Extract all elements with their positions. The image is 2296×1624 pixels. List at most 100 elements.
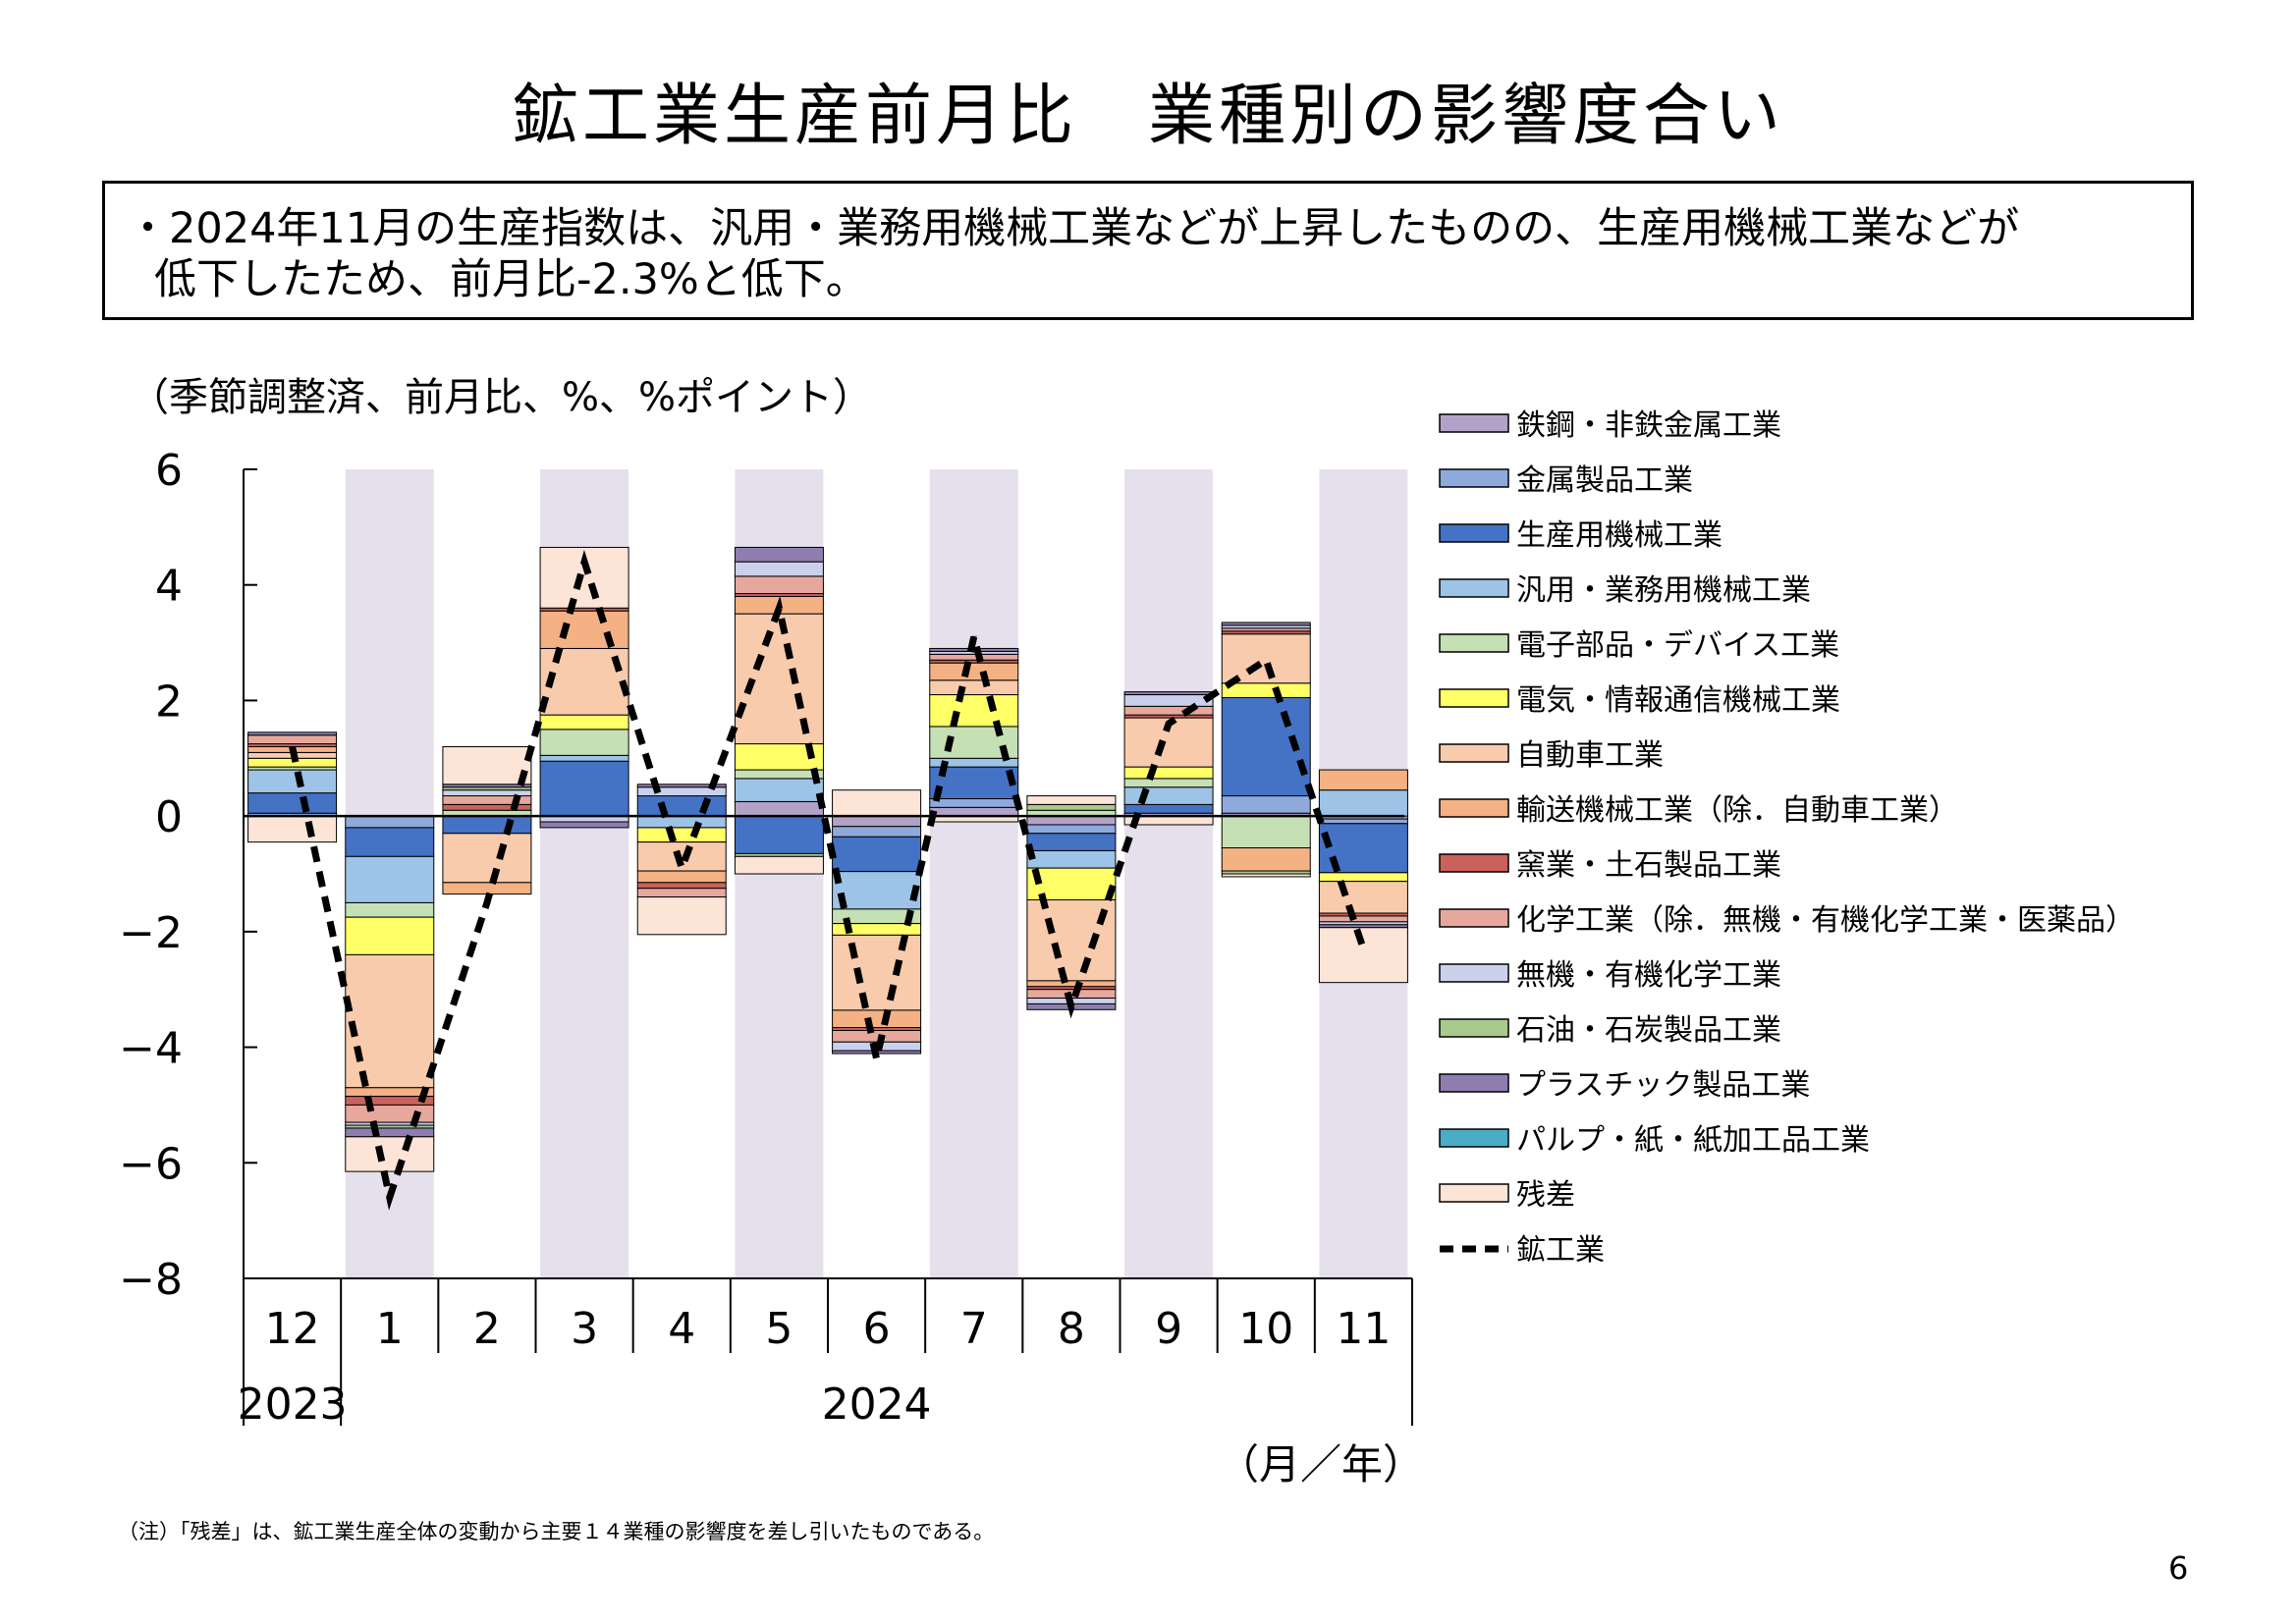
year-label-2023: 2023 — [238, 1380, 348, 1430]
bar-segment — [734, 613, 824, 745]
bar-segment — [734, 769, 824, 780]
summary-box: ・2024年11月の生産指数は、汎用・業務用機械工業などが上昇したものの、生産用… — [102, 181, 2194, 320]
bar-segment — [1318, 769, 1408, 791]
bar-segment — [734, 778, 824, 802]
bar-segment — [636, 841, 727, 872]
y-tick-label: −8 — [119, 1255, 183, 1305]
bar-segment — [1026, 824, 1117, 835]
bar-segment — [636, 888, 727, 898]
x-tick-label: 5 — [765, 1304, 793, 1354]
x-tick-label: 4 — [668, 1304, 695, 1354]
bar-segment — [929, 797, 1019, 808]
bar-segment — [345, 1127, 435, 1138]
bar-segment — [1026, 803, 1117, 811]
bar-segment — [1221, 633, 1311, 684]
y-tick-label: 4 — [155, 562, 183, 612]
bar-segment — [734, 575, 824, 595]
bar-segment — [345, 1136, 435, 1172]
bar-segment — [1026, 815, 1117, 826]
legend-label: 汎用・業務用機械工業 — [1516, 573, 1811, 608]
legend-label: 電気・情報通信機械工業 — [1516, 683, 1840, 718]
bar-segment — [1123, 694, 1214, 707]
legend-label: 残差 — [1516, 1178, 1575, 1213]
bar-segment — [345, 815, 435, 829]
bar-segment — [832, 1009, 922, 1029]
bar-segment — [247, 815, 338, 843]
bar-segment — [247, 792, 338, 814]
bar-segment — [636, 795, 727, 817]
bar-segment — [345, 901, 435, 918]
legend-swatch — [1439, 523, 1509, 543]
legend-swatch — [1439, 413, 1509, 433]
legend-label: 鉄鋼・非鉄金属工業 — [1516, 408, 1781, 443]
bar-segment — [539, 610, 629, 649]
bar-segment — [636, 815, 727, 829]
bar-segment — [1026, 833, 1117, 851]
legend-swatch — [1439, 853, 1509, 873]
bar-segment — [832, 826, 922, 838]
bar-segment — [1026, 795, 1117, 805]
legend-swatch — [1439, 963, 1509, 983]
summary-line-1: ・2024年11月の生産指数は、汎用・業務用機械工業などが上昇したものの、生産用… — [127, 204, 2020, 253]
bar-segment — [539, 754, 629, 762]
bar-segment — [345, 827, 435, 857]
legend-label: 金属製品工業 — [1516, 463, 1693, 498]
bar-segment — [1123, 786, 1214, 805]
bar-segment — [734, 815, 824, 854]
bar-segment — [345, 855, 435, 903]
bar-segment — [1221, 847, 1311, 872]
legend-label: 輸送機械工業（除．自動車工業） — [1516, 793, 1958, 828]
bar-segment — [247, 734, 338, 745]
bar-segment — [832, 836, 922, 873]
bar-segment — [734, 546, 824, 563]
bar-segment — [1123, 778, 1214, 788]
bar-segment — [734, 561, 824, 577]
bar-segment — [1123, 766, 1214, 780]
legend-swatch — [1439, 1128, 1509, 1148]
legend-swatch — [1439, 468, 1509, 488]
shade-band-7 — [929, 469, 1018, 1278]
legend-label: 電子部品・デバイス工業 — [1516, 628, 1839, 663]
legend-label: 窯業・土石製品工業 — [1516, 848, 1781, 883]
bar-segment — [539, 821, 629, 829]
bar-segment — [636, 827, 727, 843]
bar-segment — [1318, 789, 1408, 817]
bar-segment — [1318, 818, 1408, 825]
bar-segment — [1318, 915, 1408, 923]
y-tick-label: −4 — [119, 1024, 183, 1074]
x-tick-label: 1 — [376, 1304, 404, 1354]
bar-segment — [1123, 691, 1214, 696]
bar-segment — [247, 731, 338, 736]
units-label: （季節調整済、前月比、%、%ポイント） — [130, 375, 873, 420]
bar-segment — [929, 653, 1019, 661]
summary-line-2: 低下したため、前月比-2.3%と低下。 — [154, 255, 868, 304]
bar-segment — [1221, 815, 1311, 849]
bar-segment — [734, 855, 824, 875]
bar-segment — [1221, 873, 1311, 878]
bar-segment — [1221, 682, 1311, 698]
bar-segment — [442, 746, 532, 785]
x-unit-label: （月／年） — [1218, 1440, 1425, 1489]
bar-segment — [442, 815, 532, 835]
bar-segment — [636, 896, 727, 936]
legend-label: パルプ・紙・紙加工品工業 — [1516, 1123, 1870, 1158]
bar-segment — [1318, 872, 1408, 883]
legend-swatch — [1439, 908, 1509, 928]
bar-segment — [636, 882, 727, 890]
legend-swatch — [1439, 633, 1509, 653]
bar-segment — [929, 662, 1019, 681]
bar-segment — [1318, 881, 1408, 914]
bar-segment — [539, 760, 629, 817]
page-number: 6 — [2168, 1549, 2189, 1587]
legend-swatch — [1439, 798, 1509, 818]
legend-label: 生産用機械工業 — [1516, 518, 1722, 553]
y-tick-label: 0 — [155, 792, 183, 842]
x-tick-label: 8 — [1058, 1304, 1085, 1354]
y-tick-label: −6 — [119, 1139, 183, 1189]
x-tick-label: 7 — [960, 1304, 988, 1354]
legend-label: 無機・有機化学工業 — [1516, 958, 1781, 993]
legend-label: 石油・石炭製品工業 — [1516, 1013, 1781, 1048]
bar-segment — [734, 800, 824, 817]
bar-segment — [345, 916, 435, 955]
